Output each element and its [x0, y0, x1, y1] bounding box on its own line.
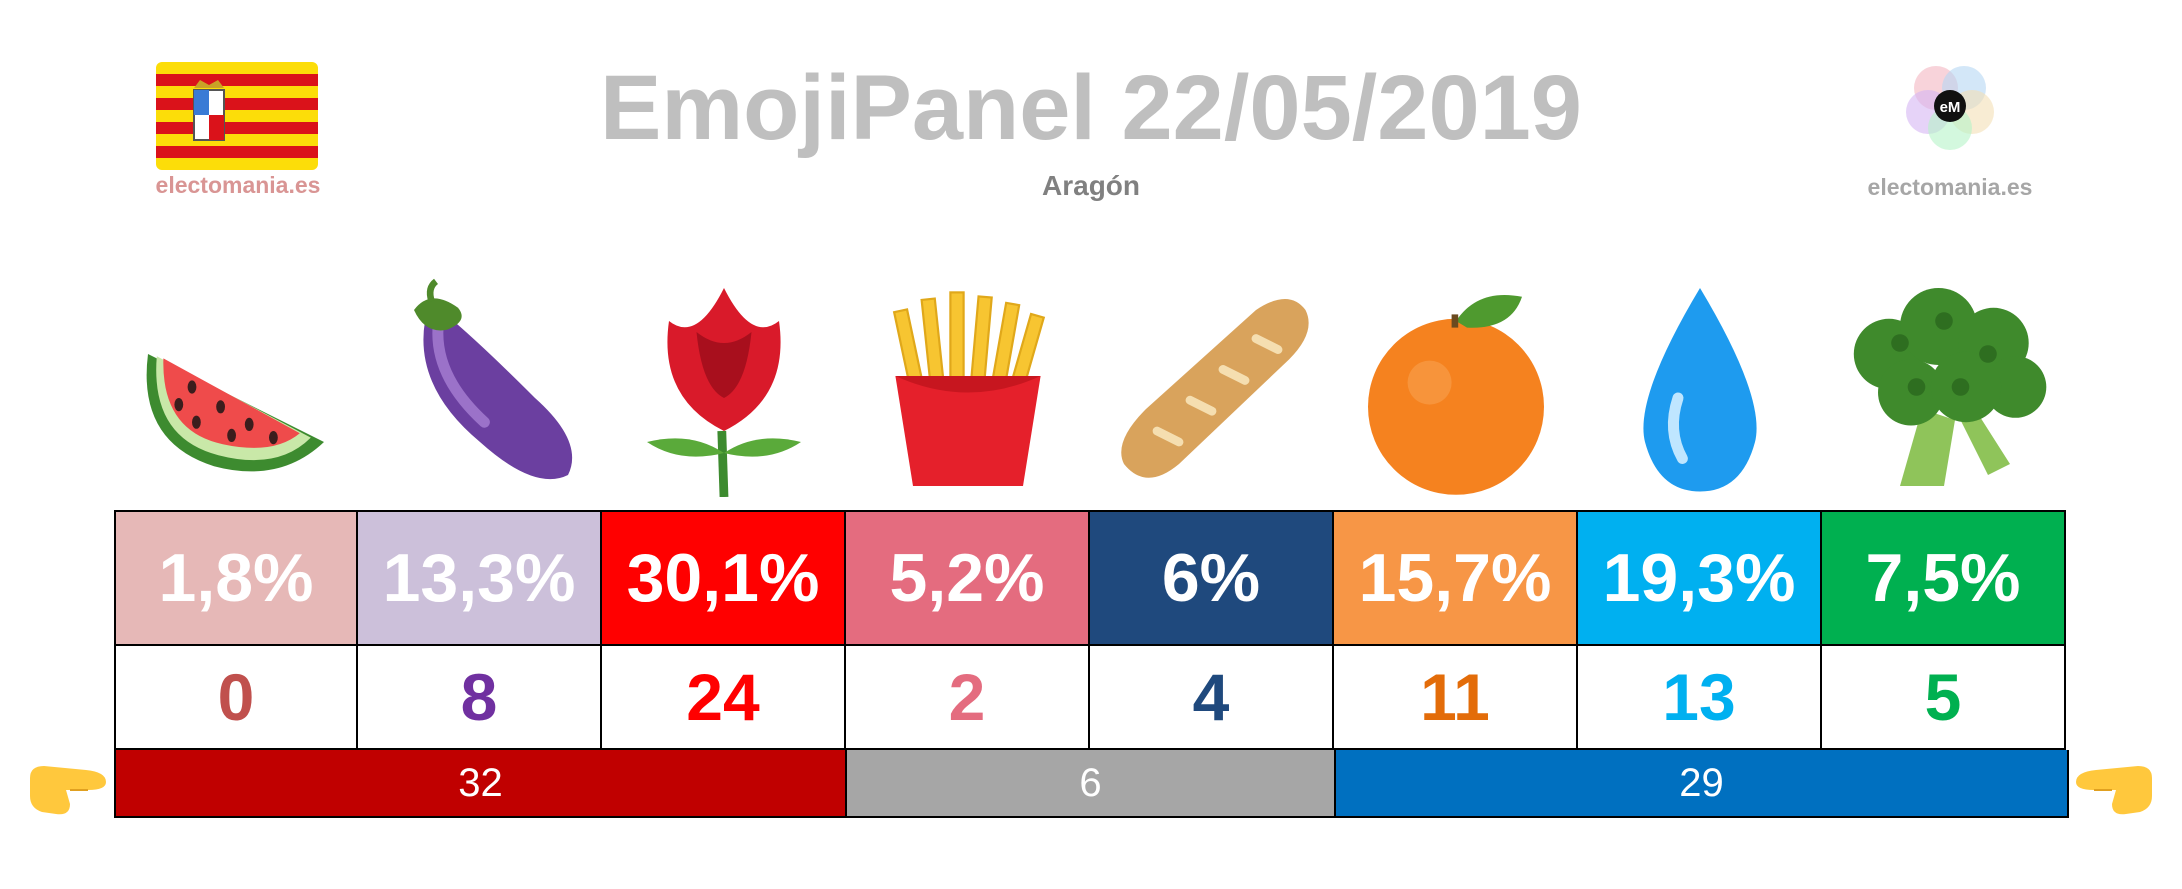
- logo-label: electomania.es: [1867, 174, 2033, 200]
- seats-cell: 4: [1088, 646, 1334, 750]
- flag-label: electomania.es: [155, 172, 321, 198]
- backhand-index-pointing-right-icon: [26, 756, 110, 820]
- vote-share-cell: 7,5%: [1820, 510, 2066, 646]
- electomania-logo-icon: eM: [1898, 54, 2002, 158]
- vote-share-cell: 1,8%: [114, 510, 358, 646]
- seats-cell: 13: [1576, 646, 1822, 750]
- vote-share-cell: 5,2%: [844, 510, 1090, 646]
- page-title: EmojiPanel 22/05/2019: [600, 57, 1582, 159]
- seats-cell: 24: [600, 646, 846, 750]
- seats-row: 0 8 24 2 4 11 13 5: [114, 646, 2069, 750]
- watermelon-icon: [114, 272, 358, 502]
- seats-cell: 11: [1332, 646, 1578, 750]
- party-icons-row: [114, 272, 2069, 502]
- bloc-total-cell: 29: [1334, 750, 2069, 818]
- backhand-index-pointing-left-icon: [2072, 756, 2156, 820]
- seats-cell: 0: [114, 646, 358, 750]
- seats-cell: 5: [1820, 646, 2066, 750]
- vote-share-cell: 19,3%: [1576, 510, 1822, 646]
- vote-share-cell: 6%: [1088, 510, 1334, 646]
- baguette-icon: [1090, 272, 1334, 502]
- rose-icon: [602, 272, 846, 502]
- bloc-totals-row: 32 6 29: [114, 750, 2069, 818]
- bloc-total-cell: 6: [845, 750, 1336, 818]
- droplet-icon: [1578, 272, 1822, 502]
- vote-share-cell: 30,1%: [600, 510, 846, 646]
- broccoli-icon: [1822, 272, 2066, 502]
- seats-cell: 8: [356, 646, 602, 750]
- vote-share-cell: 15,7%: [1332, 510, 1578, 646]
- vote-share-row: 1,8% 13,3% 30,1% 5,2% 6% 15,7% 19,3% 7,5%: [114, 510, 2069, 646]
- orange-icon: [1334, 272, 1578, 502]
- page-subtitle: Aragón: [1042, 170, 1140, 201]
- fries-icon: [846, 272, 1090, 502]
- eggplant-icon: [358, 272, 602, 502]
- logo-text: eM: [1940, 99, 1961, 116]
- results-table: 1,8% 13,3% 30,1% 5,2% 6% 15,7% 19,3% 7,5% 0 8 24 2…: [114, 510, 2069, 818]
- vote-share-cell: 13,3%: [356, 510, 602, 646]
- aragon-flag-icon: [156, 62, 318, 170]
- bloc-total-cell: 32: [114, 750, 847, 818]
- seats-cell: 2: [844, 646, 1090, 750]
